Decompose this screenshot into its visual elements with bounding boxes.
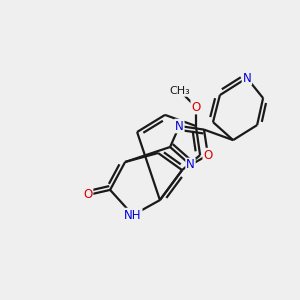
Text: O: O [203,148,212,162]
Text: N: N [242,71,251,85]
Text: N: N [175,119,184,133]
Text: N: N [186,158,195,172]
Text: CH₃: CH₃ [169,86,190,96]
Text: NH: NH [124,208,142,222]
Text: O: O [191,100,200,114]
Text: O: O [83,188,92,202]
